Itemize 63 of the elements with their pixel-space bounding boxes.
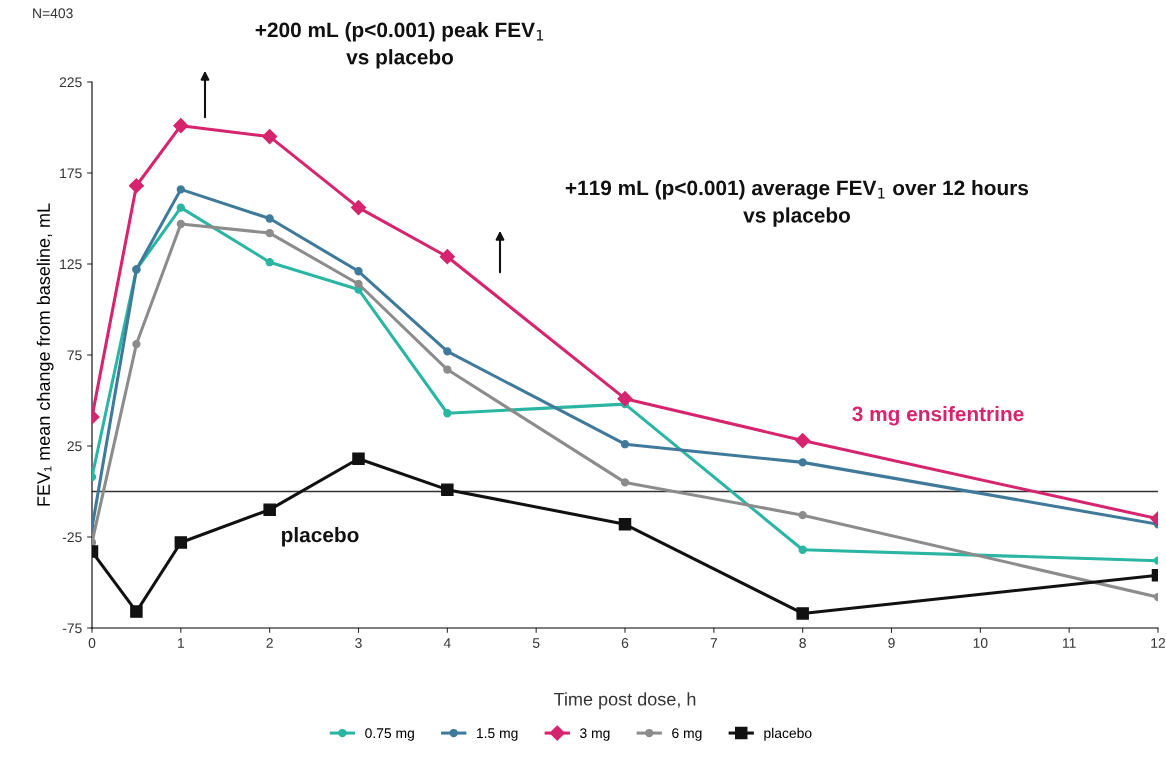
point xyxy=(174,536,188,549)
text: +200 mL (p<0.001) peak FEV$_{1}$ vs placebo xyxy=(255,22,544,69)
y-tick-label: -75 xyxy=(62,623,82,634)
point xyxy=(263,503,276,516)
y-tick-label: 225 xyxy=(59,77,82,88)
point xyxy=(265,258,274,267)
legend-label: 3 mg xyxy=(580,728,610,741)
y-tick-label: 25 xyxy=(67,441,82,452)
x-tick-label: 5 xyxy=(532,638,540,648)
y-tick-label: 125 xyxy=(60,259,82,270)
point xyxy=(354,279,363,289)
point xyxy=(798,510,807,520)
point xyxy=(176,219,186,229)
point xyxy=(176,185,186,194)
point xyxy=(443,409,452,418)
point xyxy=(439,249,455,265)
point xyxy=(443,365,452,374)
y-axis-title: FEV₁ mean change from baseline, mL xyxy=(36,203,54,506)
point xyxy=(618,518,632,531)
point xyxy=(352,452,365,465)
x-tick-label: 4 xyxy=(443,638,451,648)
point xyxy=(620,440,630,449)
point xyxy=(443,347,452,356)
text: +119 mL (p<0.001) average FEV$_{1}$ over 12 hours vs placebo xyxy=(565,180,1029,227)
x-tick-label: 12 xyxy=(1151,638,1166,648)
legend-label: 0.75 mg xyxy=(365,728,414,741)
point xyxy=(262,129,278,145)
annotation: placebo xyxy=(282,527,359,547)
y-tick-label: 175 xyxy=(60,168,82,179)
point xyxy=(798,545,807,554)
x-tick-label: 3 xyxy=(355,638,362,648)
x-tick-label: 1 xyxy=(178,638,185,648)
legend-label: placebo xyxy=(764,727,812,741)
point xyxy=(130,605,143,618)
point xyxy=(176,203,186,212)
x-axis-title: Time post dose, h xyxy=(554,692,696,710)
x-tick-label: 6 xyxy=(621,638,629,648)
annotation: 3 mg ensifentrine xyxy=(852,406,1024,426)
y-tick-label: -25 xyxy=(62,532,82,543)
point xyxy=(354,267,363,276)
x-tick-label: 10 xyxy=(973,638,988,648)
x-tick-label: 11 xyxy=(1063,638,1076,648)
legend-label: 1.5 mg xyxy=(476,728,518,741)
point xyxy=(265,214,274,223)
legend-label: 6 mg xyxy=(672,728,702,741)
point xyxy=(350,200,367,216)
point xyxy=(617,391,633,407)
x-tick-label: 8 xyxy=(799,638,806,648)
point xyxy=(620,478,630,487)
point xyxy=(795,432,811,449)
x-tick-label: 0 xyxy=(88,638,96,648)
x-tick-label: 7 xyxy=(710,638,717,648)
x-tick-label: 9 xyxy=(888,638,895,648)
point xyxy=(132,339,141,349)
point xyxy=(128,178,144,194)
point xyxy=(173,118,189,134)
text: N=403 xyxy=(33,8,73,19)
y-tick-label: 75 xyxy=(67,350,82,361)
point xyxy=(796,607,809,620)
point xyxy=(798,458,807,467)
point xyxy=(441,483,454,496)
point xyxy=(265,228,274,238)
x-tick-label: 2 xyxy=(266,638,273,648)
